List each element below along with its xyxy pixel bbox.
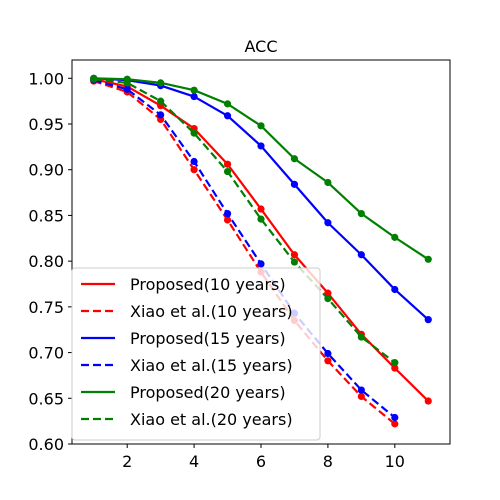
series-6-point	[123, 79, 131, 87]
legend-label: Xiao et al.(20 years)	[130, 410, 293, 429]
series-1-point	[257, 205, 265, 213]
series-1-point	[391, 364, 399, 372]
series-2-point	[190, 166, 198, 174]
y-tick-label: 0.95	[28, 115, 64, 134]
series-1-point	[324, 289, 332, 297]
series-5-point	[190, 86, 198, 94]
x-tick-label: 6	[256, 452, 266, 471]
y-tick-label: 0.85	[28, 206, 64, 225]
x-tick-label: 10	[385, 452, 405, 471]
series-2-point	[391, 420, 399, 428]
y-tick-label: 0.60	[28, 435, 64, 454]
series-3-point	[290, 180, 299, 188]
series-1-point	[290, 251, 299, 259]
y-tick-label: 0.75	[28, 298, 64, 317]
y-tick-label: 1.00	[28, 69, 64, 88]
series-4-point	[190, 157, 198, 166]
series-6-point	[357, 333, 365, 341]
series-4-point	[123, 85, 131, 93]
legend-label: Proposed(20 years)	[130, 383, 286, 402]
series-5-point	[290, 155, 299, 163]
y-tick-label: 0.80	[28, 252, 64, 271]
legend: Proposed(10 years) Xiao et al.(10 years) P…	[71, 267, 321, 441]
series-6-point	[391, 359, 399, 367]
series-5-point	[391, 233, 399, 241]
series-6-point	[190, 129, 198, 137]
legend-label: Proposed(10 years)	[130, 275, 286, 294]
series-5-point	[324, 178, 332, 187]
series-5-point	[257, 122, 265, 130]
series-line-5	[93, 77, 429, 261]
series-2-point	[324, 357, 332, 365]
y-tick-label: 0.90	[28, 161, 64, 180]
series-3-point	[391, 285, 399, 294]
series-6-point	[157, 97, 165, 105]
series-6-point	[324, 295, 332, 303]
y-tick-label: 0.70	[28, 344, 64, 363]
legend-label: Xiao et al.(10 years)	[130, 302, 293, 321]
series-line-4	[93, 79, 396, 419]
series-3-point	[424, 316, 432, 324]
series-4-point	[257, 260, 265, 268]
series-2-point	[223, 216, 232, 224]
series-3-point	[257, 142, 265, 150]
series-5-point	[223, 100, 232, 108]
x-tick-label: 8	[323, 452, 333, 471]
series-4-point	[157, 111, 165, 119]
series-4-point	[223, 210, 232, 218]
x-tick-label: 4	[189, 452, 199, 471]
series-5-point	[424, 255, 432, 263]
series-2-point	[357, 392, 365, 401]
series-6-point	[290, 258, 299, 266]
series-6-point	[257, 215, 265, 223]
series-1-point	[223, 160, 232, 168]
series-6-point	[223, 167, 232, 176]
series-line-2	[93, 79, 396, 425]
series-3-point	[357, 251, 365, 259]
series-5-point	[357, 210, 365, 218]
series-4-point	[391, 413, 399, 422]
x-tick-label: 2	[122, 452, 132, 471]
legend-box	[71, 267, 321, 441]
legend-label: Proposed(15 years)	[130, 329, 286, 348]
series-4-point	[324, 349, 332, 358]
series-6-point	[90, 75, 98, 83]
chart-title: ACC	[244, 37, 277, 56]
series-5-point	[157, 79, 165, 87]
legend-label: Xiao et al.(15 years)	[130, 356, 293, 375]
series-3-point	[190, 92, 198, 101]
plot-area	[90, 74, 432, 428]
y-tick-label: 0.65	[28, 389, 64, 408]
series-3-point	[223, 112, 232, 120]
series-3-point	[324, 219, 332, 227]
series-line-6	[93, 78, 396, 364]
axis-ticks: 2 4 6 8 10 0.60 0.65 0.70 0.75 0.80 0.85 0.90 0.95 1.…	[28, 69, 405, 471]
series-1-point	[424, 397, 432, 405]
series-4-point	[357, 386, 365, 394]
